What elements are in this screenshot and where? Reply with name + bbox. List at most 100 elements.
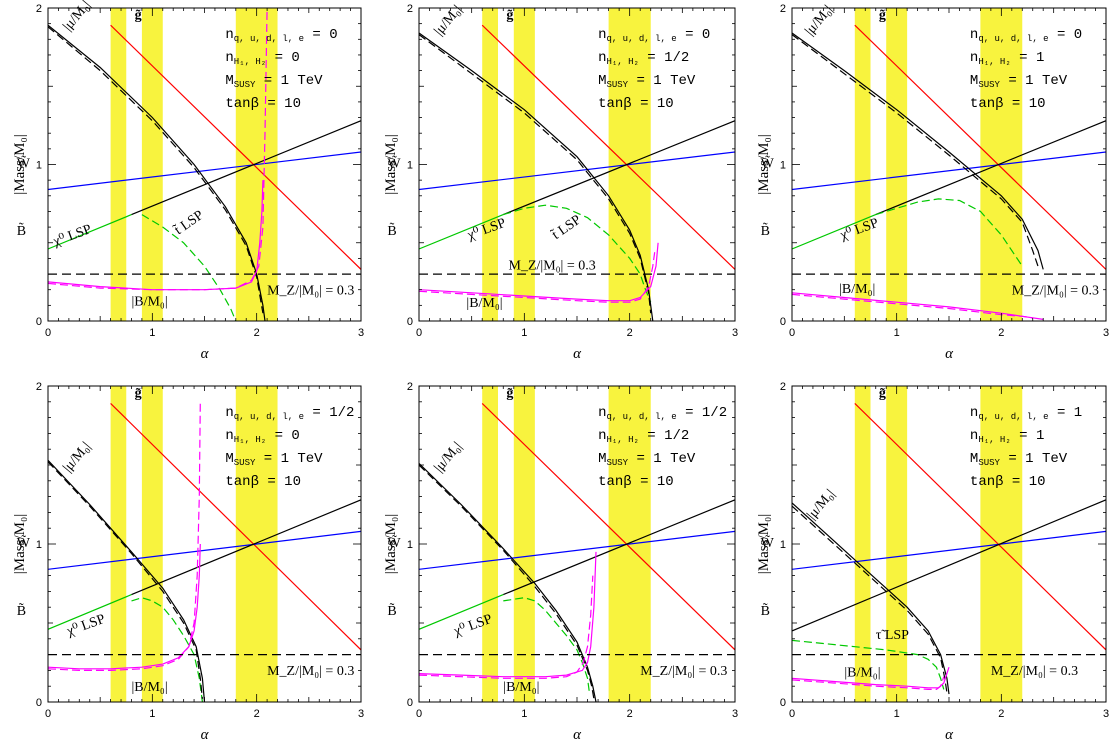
bino-label: B̃ [17, 222, 26, 239]
y-tick-label: 0 [780, 316, 786, 328]
x-axis-label: α [573, 346, 582, 362]
series-line-black [792, 502, 950, 695]
y-tick-label: 2 [36, 381, 42, 393]
series-line-green-dashed [141, 214, 237, 321]
series-line-black [131, 499, 361, 596]
sfermion-lsp-label: τ̃ LSP [876, 628, 909, 643]
x-tick-label: 3 [732, 327, 738, 339]
info-line: nH₁, H₂ = 0 [225, 50, 299, 67]
x-tick-label: 1 [149, 327, 155, 339]
wino-label: W̃ [387, 535, 401, 552]
series-line-black [48, 24, 266, 321]
y-tick-label: 0 [407, 697, 413, 709]
bino-label: B̃ [761, 602, 770, 619]
series-line-black [503, 120, 735, 216]
series-line-magenta [419, 242, 659, 302]
info-line: nq, u, d, l, e = 1 [970, 405, 1082, 422]
y-tick-label: 0 [36, 316, 42, 328]
series-line-green [419, 594, 504, 630]
uncertainty-band [854, 386, 871, 702]
series-line-magenta-dashed [419, 250, 656, 303]
info-line: MSUSY = 1 TeV [598, 73, 696, 90]
neutralino-lsp-label: χ⁰ LSP [64, 612, 107, 640]
series-line-blue [792, 151, 1106, 191]
b-label: |B/M₀| [131, 294, 167, 309]
series-line-magenta-dashed [419, 575, 594, 679]
x-tick-label: 3 [732, 708, 738, 720]
info-line: tanβ = 10 [225, 474, 301, 490]
x-tick-label: 3 [358, 708, 364, 720]
info-line: tanβ = 10 [970, 96, 1046, 112]
series-line-black-dashed [419, 464, 595, 699]
x-tick-label: 0 [416, 708, 422, 720]
y-tick-label: 0 [36, 697, 42, 709]
y-axis-label: |Mass/M₀| [756, 514, 772, 574]
y-tick-label: 1 [407, 539, 413, 551]
y-tick-label: 2 [407, 381, 413, 393]
series-line-red [481, 402, 735, 651]
sfermion-lsp-label: t̃ LSP [172, 207, 207, 238]
info-line: nq, u, d, l, e = 0 [970, 27, 1082, 44]
uncertainty-band [141, 8, 163, 321]
series-line-magenta [419, 551, 597, 678]
y-axis-label: |Mass/M₀| [383, 514, 399, 574]
y-tick-label: 1 [780, 160, 786, 172]
y-tick-label: 2 [780, 381, 786, 393]
chart-panel-6: 0 1 2 3 0 1 2 α |Mass/M₀| nq, u, d, l, e = 1 nH₁, … [756, 381, 1109, 743]
y-axis-label: |Mass/M₀| [756, 134, 772, 194]
series-line-black [792, 499, 1106, 632]
x-axis-label: α [201, 727, 210, 743]
chart-panel-4: 0 1 2 3 0 1 2 α |Mass/M₀| nq, u, d, l, e = 1/2 nH₁… [12, 381, 364, 743]
y-tick-label: 0 [780, 697, 786, 709]
info-line: tanβ = 10 [598, 96, 674, 112]
wino-label: W̃ [387, 155, 401, 172]
y-axis-label: |Mass/M₀| [12, 514, 28, 574]
info-line: MSUSY = 1 TeV [970, 451, 1068, 468]
series-line-black [48, 459, 206, 702]
series-line-red [854, 402, 1106, 651]
series-line-magenta [792, 667, 950, 689]
mz-label: M_Z/|M₀| = 0.3 [991, 664, 1078, 679]
parameter-info: nq, u, d, l, e = 0 nH₁, H₂ = 0 MSUSY = 1 T… [225, 27, 337, 112]
parameter-info: nq, u, d, l, e = 1/2 nH₁, H₂ = 0 MSUSY = 1… [225, 405, 354, 490]
y-axis-label: |Mass/M₀| [383, 134, 399, 194]
series-line-green [419, 214, 504, 250]
series-line-green [48, 594, 132, 630]
series-line-black-dashed [48, 461, 203, 699]
x-axis-label: α [201, 346, 210, 362]
x-tick-label: 1 [521, 708, 527, 720]
y-tick-label: 1 [36, 160, 42, 172]
series-line-black [792, 32, 1044, 270]
bino-label: B̃ [761, 222, 770, 239]
info-line: nq, u, d, l, e = 1/2 [225, 405, 354, 422]
gluino-label: g̃ [135, 386, 142, 401]
gluino-label: g̃ [879, 386, 886, 401]
uncertainty-band [110, 386, 127, 702]
series-line-black-dashed [792, 505, 948, 693]
gluino-label: g̃ [879, 8, 886, 23]
series-line-black [503, 499, 735, 596]
info-line: tanβ = 10 [598, 474, 674, 490]
x-tick-label: 2 [627, 327, 633, 339]
series-line-red [481, 24, 735, 270]
info-line: MSUSY = 1 TeV [225, 73, 323, 90]
bino-label: B̃ [387, 222, 396, 239]
uncertainty-band [513, 386, 535, 702]
bino-label: B̃ [17, 602, 26, 619]
x-tick-label: 1 [894, 327, 900, 339]
neutralino-lsp-label: χ⁰ LSP [51, 222, 94, 250]
gluino-label: g̃ [506, 386, 513, 401]
x-tick-label: 1 [149, 708, 155, 720]
uncertainty-band [141, 386, 163, 702]
series-line-blue [48, 530, 361, 570]
series-line-magenta [48, 543, 201, 670]
wino-label: W̃ [17, 535, 31, 552]
x-tick-label: 0 [416, 327, 422, 339]
bino-label: B̃ [387, 602, 396, 619]
chart-panel-1: 0 1 2 3 0 1 2 α |Mass/M₀| nq, u, d, l, e = 0 nH₁, … [12, 0, 364, 362]
series-line-green [792, 214, 876, 250]
chart-panel-3: 0 1 2 3 0 1 2 α |Mass/M₀| nq, u, d, l, e = 0 nH₁, … [756, 3, 1109, 362]
b-label: |B/M₀| [131, 680, 167, 695]
info-line: nH₁, H₂ = 1 [970, 428, 1044, 445]
